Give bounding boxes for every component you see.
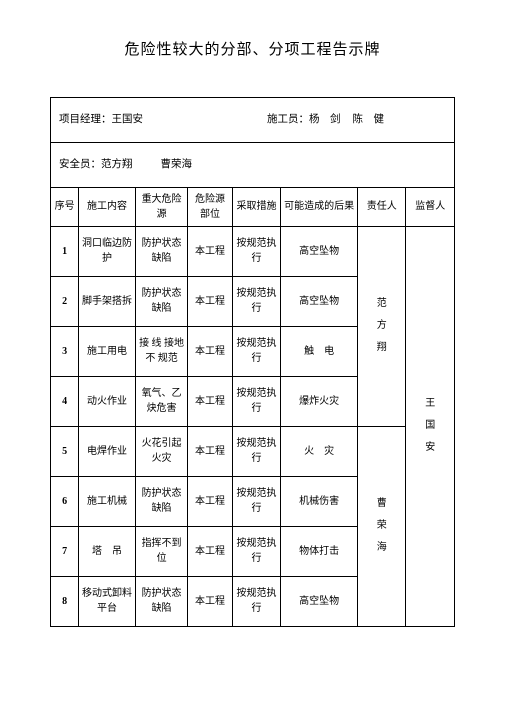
cell-seq: 6 <box>51 476 79 526</box>
safety-label: 安全员： <box>59 159 101 170</box>
cell-content: 动火作业 <box>79 376 136 426</box>
cell-measure: 按规范执行 <box>232 276 280 326</box>
warning-sign-table: 项目经理：王国安施工员：杨 剑陈 健 安全员：范方翔曹荣海 序号 施工内容 重大… <box>50 97 455 627</box>
col-hazard: 重大危险源 <box>135 187 188 226</box>
constructor1: 杨 剑 <box>309 114 341 125</box>
col-responsible: 责任人 <box>357 187 405 226</box>
pm-name: 王国安 <box>112 114 144 125</box>
cell-location: 本工程 <box>188 276 232 326</box>
cell-consequence: 触 电 <box>281 326 358 376</box>
cell-content: 塔 吊 <box>79 526 136 576</box>
cell-seq: 2 <box>51 276 79 326</box>
info-row-1: 项目经理：王国安 施工员：杨 剑 陈 健 <box>51 98 455 143</box>
cell-consequence: 爆炸火灾 <box>281 376 358 426</box>
cell-consequence: 机械伤害 <box>281 476 358 526</box>
cell-measure: 按规范执行 <box>232 226 280 276</box>
cell-hazard: 接 线 接地 不 规范 <box>135 326 188 376</box>
cell-consequence: 高空坠物 <box>281 276 358 326</box>
cell-location: 本工程 <box>188 326 232 376</box>
responsible-cell-2: 曹荣海 <box>357 426 405 626</box>
cell-seq: 8 <box>51 576 79 626</box>
responsible-cell-1: 范方翔 <box>357 226 405 426</box>
cell-content: 电焊作业 <box>79 426 136 476</box>
cell-hazard: 防护状态缺陷 <box>135 226 188 276</box>
info-row-2: 安全员：范方翔 曹荣海 <box>51 142 455 187</box>
safety1: 范方翔 <box>101 159 133 170</box>
table-row: 1 洞口临边防护 防护状态缺陷 本工程 按规范执行 高空坠物 范方翔 王国安 <box>51 226 455 276</box>
cell-location: 本工程 <box>188 376 232 426</box>
cell-measure: 按规范执行 <box>232 326 280 376</box>
table-row: 5 电焊作业 火花引起火灾 本工程 按规范执行 火 灾 曹荣海 <box>51 426 455 476</box>
cell-content: 移动式卸料平台 <box>79 576 136 626</box>
cell-location: 本工程 <box>188 476 232 526</box>
col-location: 危险源部位 <box>188 187 232 226</box>
supervisor-cell: 王国安 <box>406 226 455 626</box>
cell-measure: 按规范执行 <box>232 376 280 426</box>
cell-measure: 按规范执行 <box>232 526 280 576</box>
cell-measure: 按规范执行 <box>232 426 280 476</box>
cell-content: 洞口临边防护 <box>79 226 136 276</box>
col-supervisor: 监督人 <box>406 187 455 226</box>
cell-hazard: 防护状态缺陷 <box>135 476 188 526</box>
cell-seq: 4 <box>51 376 79 426</box>
col-consequence: 可能造成的后果 <box>281 187 358 226</box>
col-seq: 序号 <box>51 187 79 226</box>
cell-location: 本工程 <box>188 426 232 476</box>
cell-location: 本工程 <box>188 526 232 576</box>
cell-content: 施工用电 <box>79 326 136 376</box>
col-measure: 采取措施 <box>232 187 280 226</box>
cell-consequence: 高空坠物 <box>281 226 358 276</box>
cell-location: 本工程 <box>188 226 232 276</box>
cell-hazard: 指挥不到位 <box>135 526 188 576</box>
constructor-label: 施工员： <box>267 114 309 125</box>
page-title: 危险性较大的分部、分项工程告示牌 <box>50 38 455 59</box>
cell-consequence: 高空坠物 <box>281 576 358 626</box>
cell-seq: 5 <box>51 426 79 476</box>
cell-measure: 按规范执行 <box>232 476 280 526</box>
cell-location: 本工程 <box>188 576 232 626</box>
safety2: 曹荣海 <box>161 159 193 170</box>
cell-consequence: 火 灾 <box>281 426 358 476</box>
cell-seq: 1 <box>51 226 79 276</box>
cell-hazard: 防护状态缺陷 <box>135 576 188 626</box>
constructor2: 陈 健 <box>353 114 385 125</box>
column-header-row: 序号 施工内容 重大危险源 危险源部位 采取措施 可能造成的后果 责任人 监督人 <box>51 187 455 226</box>
cell-seq: 7 <box>51 526 79 576</box>
cell-content: 脚手架搭拆 <box>79 276 136 326</box>
cell-measure: 按规范执行 <box>232 576 280 626</box>
cell-content: 施工机械 <box>79 476 136 526</box>
col-content: 施工内容 <box>79 187 136 226</box>
cell-seq: 3 <box>51 326 79 376</box>
pm-label: 项目经理： <box>59 114 112 125</box>
cell-hazard: 火花引起火灾 <box>135 426 188 476</box>
cell-hazard: 氧气、乙炔危害 <box>135 376 188 426</box>
cell-hazard: 防护状态缺陷 <box>135 276 188 326</box>
cell-consequence: 物体打击 <box>281 526 358 576</box>
